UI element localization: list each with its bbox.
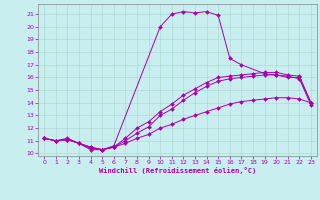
- X-axis label: Windchill (Refroidissement éolien,°C): Windchill (Refroidissement éolien,°C): [99, 167, 256, 174]
